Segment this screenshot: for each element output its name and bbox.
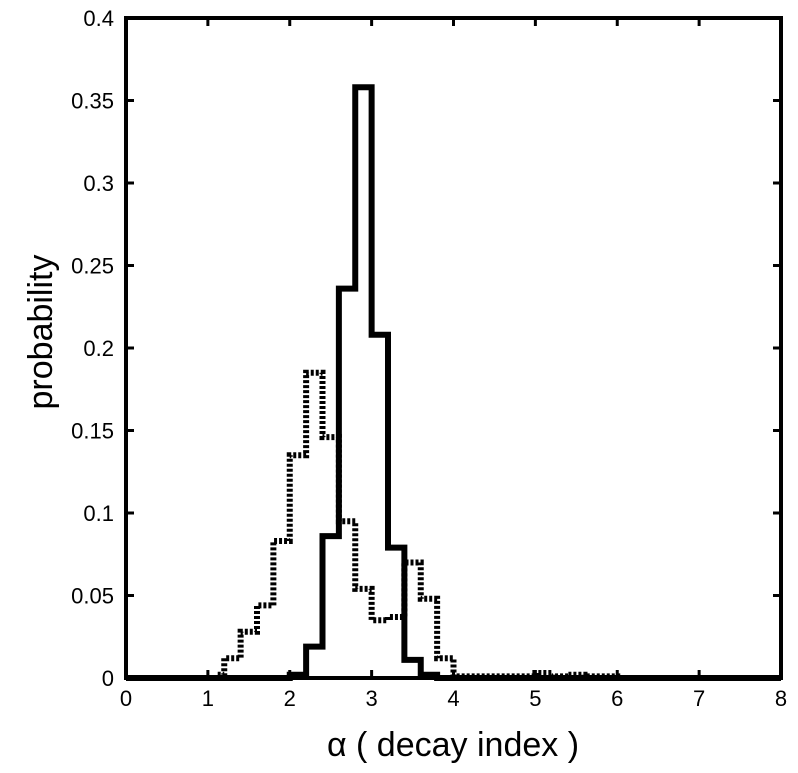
x-tick-label: 8 — [775, 686, 787, 711]
x-tick-label: 5 — [529, 686, 541, 711]
series-dotted-line — [126, 369, 781, 681]
y-tick-label: 0.4 — [83, 6, 114, 31]
x-tick-label: 3 — [366, 686, 378, 711]
x-tick-label: 1 — [202, 686, 214, 711]
y-tick-label: 0.15 — [71, 419, 114, 444]
x-tick-label: 0 — [120, 686, 132, 711]
y-tick-label: 0 — [102, 666, 114, 691]
y-tick-label: 0.05 — [71, 584, 114, 609]
ticks-layer: 0 1 2 3 4 5 6 7 8 0 0.05 0.1 0.15 0.2 0.25 0.3 0.35 0.4 — [71, 6, 787, 711]
series-layer — [126, 84, 781, 681]
y-tick-label: 0.2 — [83, 336, 114, 361]
y-tick-label: 0.35 — [71, 89, 114, 114]
y-tick-label: 0.1 — [83, 501, 114, 526]
x-axis-title: α ( decay index ) — [327, 726, 579, 764]
y-tick-label: 0.3 — [83, 171, 114, 196]
series-solid-line — [126, 84, 781, 681]
y-tick-label: 0.25 — [71, 254, 114, 279]
x-tick-label: 6 — [611, 686, 623, 711]
x-tick-label: 2 — [284, 686, 296, 711]
x-tick-label: 7 — [693, 686, 705, 711]
y-axis-title: probability — [22, 255, 60, 410]
x-tick-label: 4 — [447, 686, 459, 711]
plot-frame — [124, 16, 783, 680]
